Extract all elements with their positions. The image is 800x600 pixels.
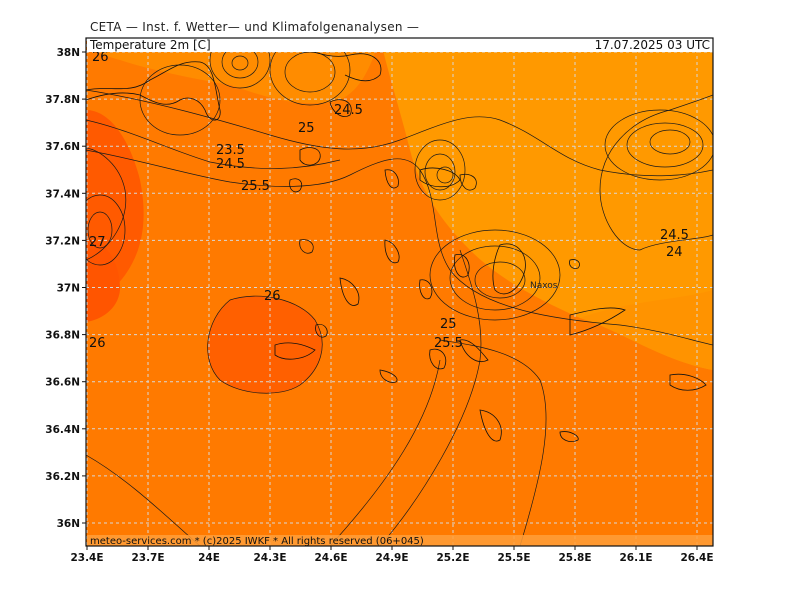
provider-title: CETA — Inst. f. Wetter— und Klimafolgena… <box>90 20 420 34</box>
x-axis-ticks: 23.4E 23.7E 24E 24.3E 24.6E 24.9E 25.2E 25.5E 25… <box>70 546 714 564</box>
contour-label-255-south: 25.5 <box>434 336 463 351</box>
x-tick-label: 23.7E <box>131 552 164 564</box>
y-axis-ticks: 38N 37.8N 37.6N 37.4N 37.2N 37N 36.8N 36.6N 36.4… <box>45 47 86 530</box>
coastlines <box>86 44 707 442</box>
place-label-topleft: 26 <box>92 50 109 65</box>
contour-label-24-east: 24 <box>666 245 683 260</box>
temperature-field <box>86 38 713 546</box>
contour-label-26-west: 26 <box>89 336 106 351</box>
map-frame <box>85 37 714 547</box>
y-tick-label: 38N <box>57 47 80 59</box>
contour-label-245-east: 24.5 <box>660 228 689 243</box>
footer-band <box>87 535 713 546</box>
copyright-footer: meteo-services.com * (c)2025 IWKF * All … <box>90 536 424 547</box>
y-tick-label: 36.6N <box>45 377 80 389</box>
y-tick-label: 37N <box>57 283 80 295</box>
contour-labels: 24.5 25 23.5 24.5 25.5 27 26 26 25 25.5 … <box>89 50 689 351</box>
y-tick-label: 36N <box>57 518 80 530</box>
contour-label-245-west: 24.5 <box>216 157 245 172</box>
contour-label-255-north: 25.5 <box>241 179 270 194</box>
y-tick-label: 37.4N <box>45 188 80 200</box>
x-tick-label: 26.1E <box>619 552 652 564</box>
x-tick-label: 24.6E <box>314 552 347 564</box>
x-tick-label: 25.8E <box>558 552 591 564</box>
contour-label-25-north: 25 <box>298 121 315 136</box>
x-tick-label: 25.5E <box>497 552 530 564</box>
contour-label-245-north: 24.5 <box>334 103 363 118</box>
x-tick-label: 23.4E <box>70 552 103 564</box>
place-label-naxos: Naxos <box>530 281 558 291</box>
datetime-label: 17.07.2025 03 UTC <box>595 38 710 52</box>
x-tick-label: 24E <box>198 552 220 564</box>
y-tick-label: 36.8N <box>45 330 80 342</box>
x-tick-label: 25.2E <box>436 552 469 564</box>
header-band <box>87 38 713 52</box>
contour-label-235: 23.5 <box>216 143 245 158</box>
y-tick-label: 37.6N <box>45 141 80 153</box>
x-tick-label: 24.9E <box>375 552 408 564</box>
y-tick-label: 37.2N <box>45 235 80 247</box>
x-tick-label: 26.4E <box>680 552 713 564</box>
contour-label-27: 27 <box>89 235 106 250</box>
y-tick-label: 37.8N <box>45 94 80 106</box>
y-tick-label: 36.2N <box>45 471 80 483</box>
variable-label: Temperature 2m [C] <box>89 38 211 52</box>
y-tick-label: 36.4N <box>45 424 80 436</box>
contour-label-26-centre: 26 <box>264 289 281 304</box>
contour-label-25-south: 25 <box>440 317 457 332</box>
x-tick-label: 24.3E <box>253 552 286 564</box>
